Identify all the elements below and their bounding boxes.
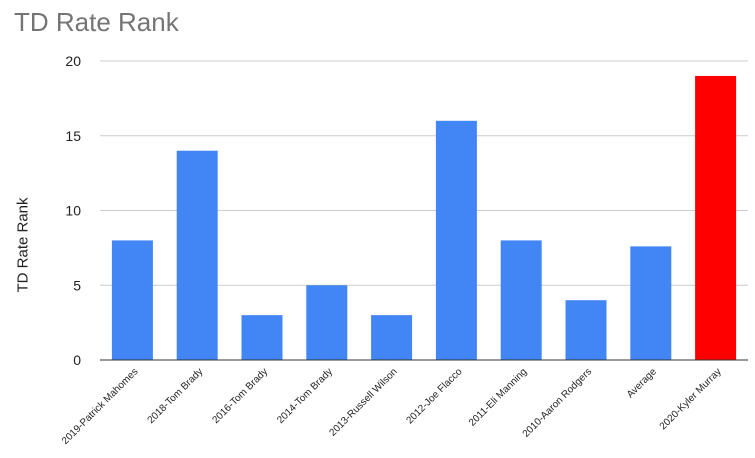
bar	[565, 300, 607, 360]
bar	[371, 315, 413, 360]
bar	[306, 285, 348, 360]
bar	[500, 240, 542, 360]
x-tick-label: 2018-Tom Brady	[146, 366, 206, 426]
bar	[241, 315, 283, 360]
x-tick-label: 2010-Aaron Rodgers	[521, 366, 594, 439]
x-tick-label: 2016-Tom Brady	[210, 366, 270, 426]
y-tick-label: 15	[65, 128, 81, 144]
x-tick-label: 2014-Tom Brady	[275, 366, 335, 426]
bar	[111, 240, 153, 360]
bar	[176, 150, 218, 360]
bar	[435, 120, 477, 360]
x-tick-label: 2019-Patrick Mahomes	[60, 366, 140, 446]
chart-title: TD Rate Rank	[14, 7, 179, 37]
x-tick-label: 2013-Russell Wilson	[327, 366, 399, 438]
y-axis-ticks: 0 5 10 15 20	[65, 53, 81, 368]
x-tick-label: 2012-Joe Flacco	[404, 366, 464, 426]
y-tick-label: 5	[73, 277, 81, 293]
y-tick-label: 20	[65, 53, 81, 69]
x-axis-ticks: 2019-Patrick Mahomes 2018-Tom Brady 2016-T…	[60, 366, 724, 447]
bar	[630, 246, 672, 360]
y-tick-label: 0	[73, 352, 81, 368]
x-tick-label: 2011-Eli Manning	[467, 366, 529, 428]
bar	[695, 75, 737, 360]
x-tick-label: 2020-Kyler Murray	[658, 366, 724, 432]
x-tick-label: Average	[625, 366, 659, 400]
bars	[111, 75, 737, 360]
y-tick-label: 10	[65, 203, 81, 219]
